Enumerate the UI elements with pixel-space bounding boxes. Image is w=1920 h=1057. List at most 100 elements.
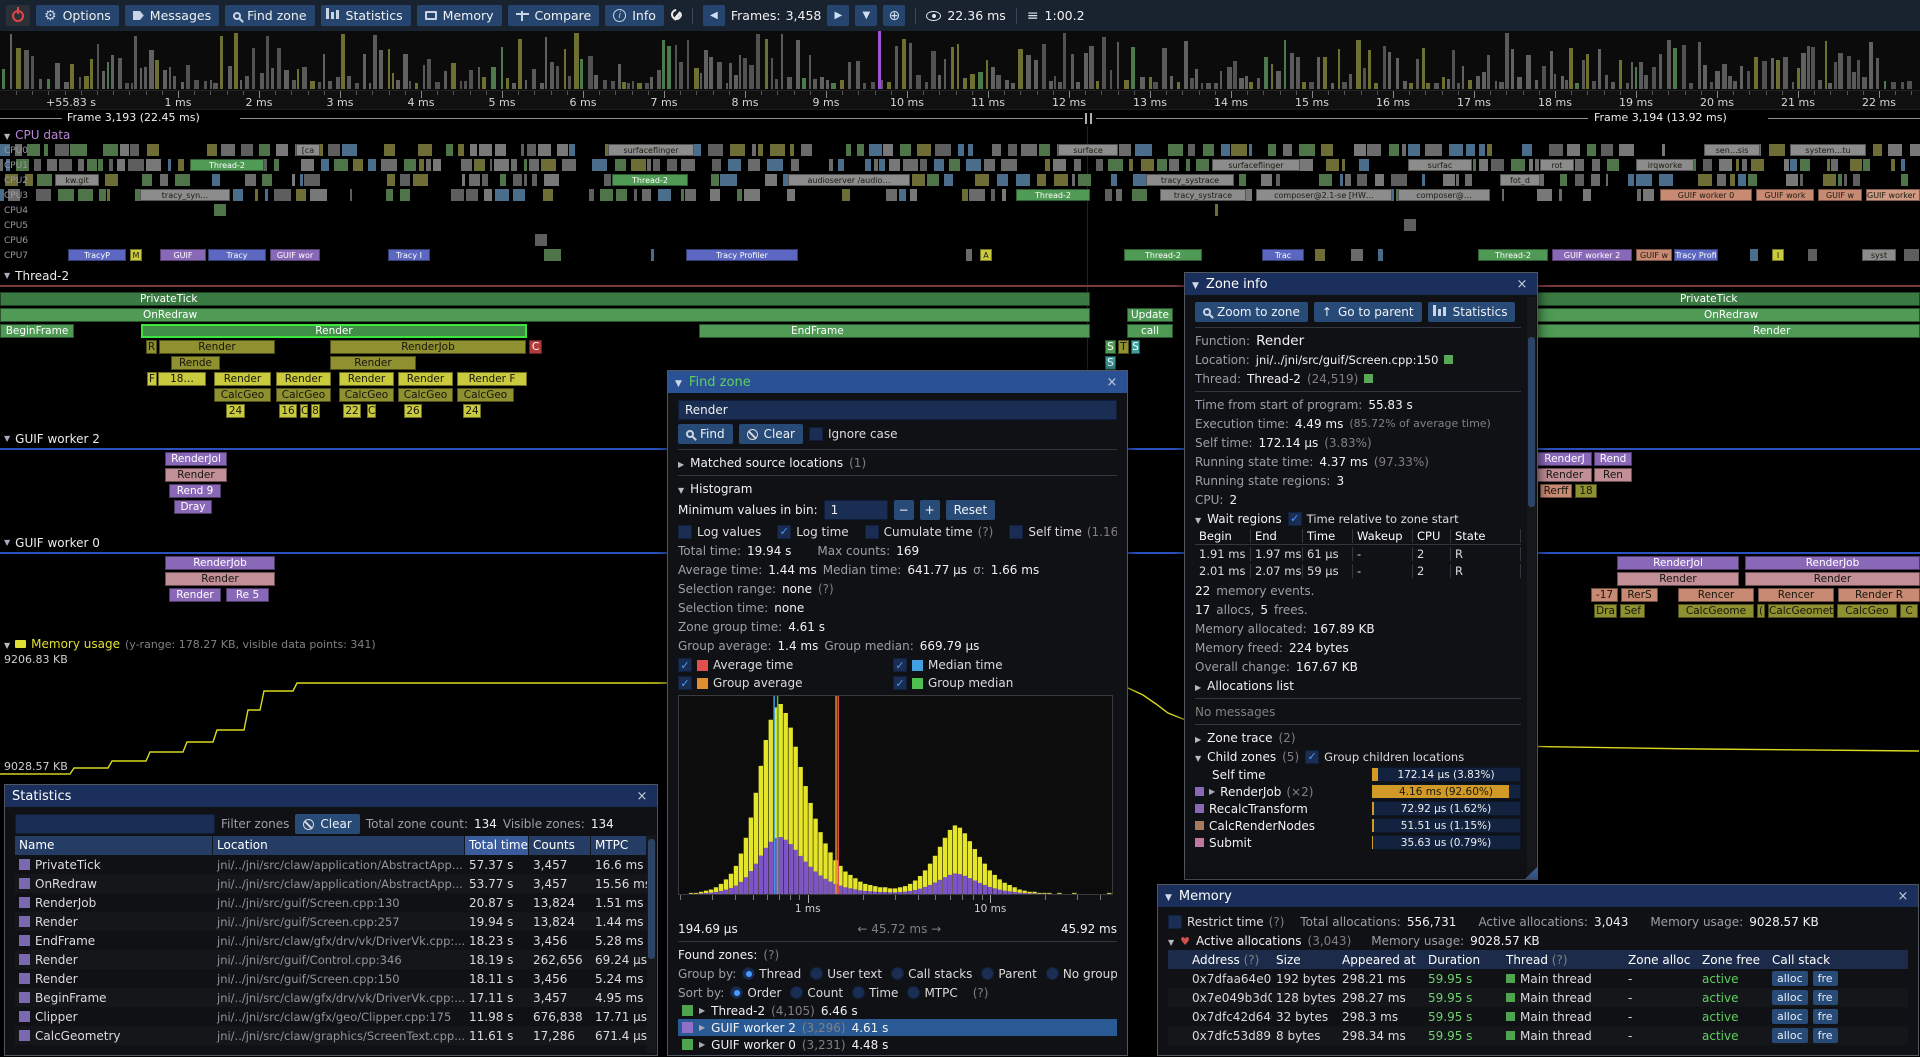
frame-bar[interactable] <box>830 82 836 89</box>
zoom-to-zone-button[interactable]: Zoom to zone <box>1195 302 1308 322</box>
zone[interactable]: 18 <box>1575 484 1597 498</box>
checkbox-box[interactable] <box>678 524 692 539</box>
zone[interactable]: Render <box>398 372 453 386</box>
cpu-zone[interactable] <box>473 159 486 171</box>
frame-bar[interactable] <box>1505 33 1509 89</box>
cpu-zone[interactable]: Thread-2 <box>1124 249 1202 261</box>
cpu-zone[interactable] <box>1529 159 1533 171</box>
cpu-zone[interactable] <box>1537 189 1552 201</box>
zone[interactable]: 26 <box>404 404 422 418</box>
frame-bar[interactable] <box>328 81 333 89</box>
cpu-zone[interactable] <box>1116 189 1122 201</box>
frame-bar[interactable] <box>1446 78 1451 89</box>
collapse-icon[interactable] <box>678 482 684 496</box>
frame-bar[interactable] <box>1058 82 1062 89</box>
zone[interactable]: CalcGeo <box>1837 604 1897 618</box>
frame-bar[interactable] <box>1083 52 1088 89</box>
cpu-zone[interactable] <box>864 159 871 171</box>
frame-bar[interactable] <box>729 63 732 89</box>
cpu-zone[interactable] <box>37 174 52 186</box>
allocation-row[interactable]: 0x7dfaa64e00 192 bytes 298.21 ms 59.95 s Mai… <box>1168 969 1908 988</box>
cpu-zone[interactable] <box>642 189 651 201</box>
collapse-icon[interactable] <box>1192 277 1199 292</box>
cpu-zone[interactable] <box>300 159 314 171</box>
cpu-zone[interactable] <box>70 144 87 156</box>
zone[interactable]: OnRedraw <box>0 308 1090 322</box>
checkbox-box[interactable] <box>893 658 907 672</box>
options-button[interactable]: Options <box>36 5 119 26</box>
cpu-zone[interactable] <box>1319 174 1333 186</box>
frame-bar[interactable] <box>415 82 419 89</box>
cpu-zone[interactable] <box>1118 144 1131 156</box>
frame-bar[interactable] <box>1200 82 1204 89</box>
cpu-zone[interactable] <box>1037 174 1047 186</box>
cpu-zone[interactable] <box>1637 189 1642 201</box>
table-row[interactable]: Render jni/../jni/src/guif/Screen.cpp:257… <box>15 912 647 931</box>
frame-bar[interactable] <box>1658 54 1663 89</box>
frame-bar[interactable] <box>131 82 134 89</box>
frame-bar[interactable] <box>1604 74 1609 89</box>
cpu-zone[interactable] <box>1510 159 1526 171</box>
frame-bar[interactable] <box>1415 58 1420 89</box>
frame-bar[interactable] <box>1289 53 1294 89</box>
frame-bar[interactable] <box>341 34 345 89</box>
histogram-section-label[interactable]: Histogram <box>690 481 753 496</box>
frame-bar[interactable] <box>1681 45 1686 89</box>
frame-bar[interactable] <box>550 61 554 89</box>
cpu-zone[interactable] <box>651 249 655 261</box>
legend-item[interactable]: Group median <box>893 676 1107 690</box>
zone[interactable]: Render <box>1745 572 1920 586</box>
cpu-zone[interactable] <box>1872 144 1882 156</box>
zone-group-row[interactable]: ▶ GUIF worker 2 (3,296) 4.61 s <box>678 1019 1117 1036</box>
cpu-zone[interactable] <box>178 159 185 171</box>
frame-bar[interactable] <box>260 73 264 89</box>
checkbox-box[interactable] <box>893 676 907 690</box>
frame-bar[interactable] <box>656 70 661 89</box>
zone-group-row[interactable]: ▶ Thread-2 (4,105) 6.46 s <box>678 1002 1117 1019</box>
zone[interactable]: Rend 9 <box>169 484 221 498</box>
cpu-zone[interactable]: fot_d <box>1500 174 1540 186</box>
frame-bar[interactable] <box>1554 73 1557 89</box>
frame-bar[interactable] <box>1226 67 1232 89</box>
cpu-zone[interactable] <box>276 144 288 156</box>
cpu-zone[interactable] <box>1341 159 1346 171</box>
frame-bar[interactable] <box>1054 75 1057 89</box>
cpu-zone[interactable] <box>304 174 320 186</box>
cpu-zone[interactable] <box>457 144 465 156</box>
cpu-zone[interactable] <box>1421 174 1426 186</box>
cpu-zone[interactable] <box>1001 159 1018 171</box>
cpu-zone[interactable] <box>273 159 279 171</box>
zone[interactable]: 18… <box>158 372 206 386</box>
frame-bar[interactable] <box>1338 48 1341 89</box>
table-row[interactable]: BeginFrame jni/../jni/src/claw/gfx/drv/vk… <box>15 988 647 1007</box>
cpu-zone[interactable] <box>543 249 561 261</box>
cpu-zone[interactable] <box>147 144 159 156</box>
cpu-zone[interactable] <box>1132 189 1148 201</box>
cpu-zone[interactable]: Tracy Profiler <box>686 249 798 261</box>
cpu-zone[interactable] <box>466 189 479 201</box>
cpu-zone[interactable] <box>1582 189 1591 201</box>
zone[interactable]: S <box>1105 356 1116 370</box>
cpu-zone[interactable] <box>1077 174 1092 186</box>
frame-bar[interactable] <box>1170 75 1174 89</box>
cpu-zone[interactable] <box>1702 159 1712 171</box>
column-header-name[interactable]: Name <box>15 836 213 855</box>
frame-bar[interactable] <box>450 63 456 89</box>
cpu-zone[interactable] <box>634 189 638 201</box>
cpu-zone[interactable] <box>787 189 796 201</box>
radio-button[interactable] <box>981 967 995 980</box>
cpu-zone[interactable]: syst <box>1862 249 1896 261</box>
cpu-zone[interactable] <box>888 159 900 171</box>
cpu-zone[interactable] <box>846 144 852 156</box>
cpu-zone[interactable] <box>78 189 94 201</box>
frame-bar[interactable] <box>644 83 649 89</box>
cpu-zone[interactable] <box>1344 174 1352 186</box>
frame-bar[interactable] <box>1116 41 1120 89</box>
zone[interactable]: 24 <box>463 404 481 418</box>
cpu-zone[interactable] <box>134 189 142 201</box>
frame-bar[interactable] <box>524 80 528 89</box>
thread-section-header[interactable]: ▼ GUIF worker 0 <box>4 535 100 551</box>
frame-bar[interactable] <box>1644 75 1648 89</box>
frame-bar[interactable] <box>1575 82 1579 89</box>
cpu-zone[interactable] <box>1491 159 1504 171</box>
